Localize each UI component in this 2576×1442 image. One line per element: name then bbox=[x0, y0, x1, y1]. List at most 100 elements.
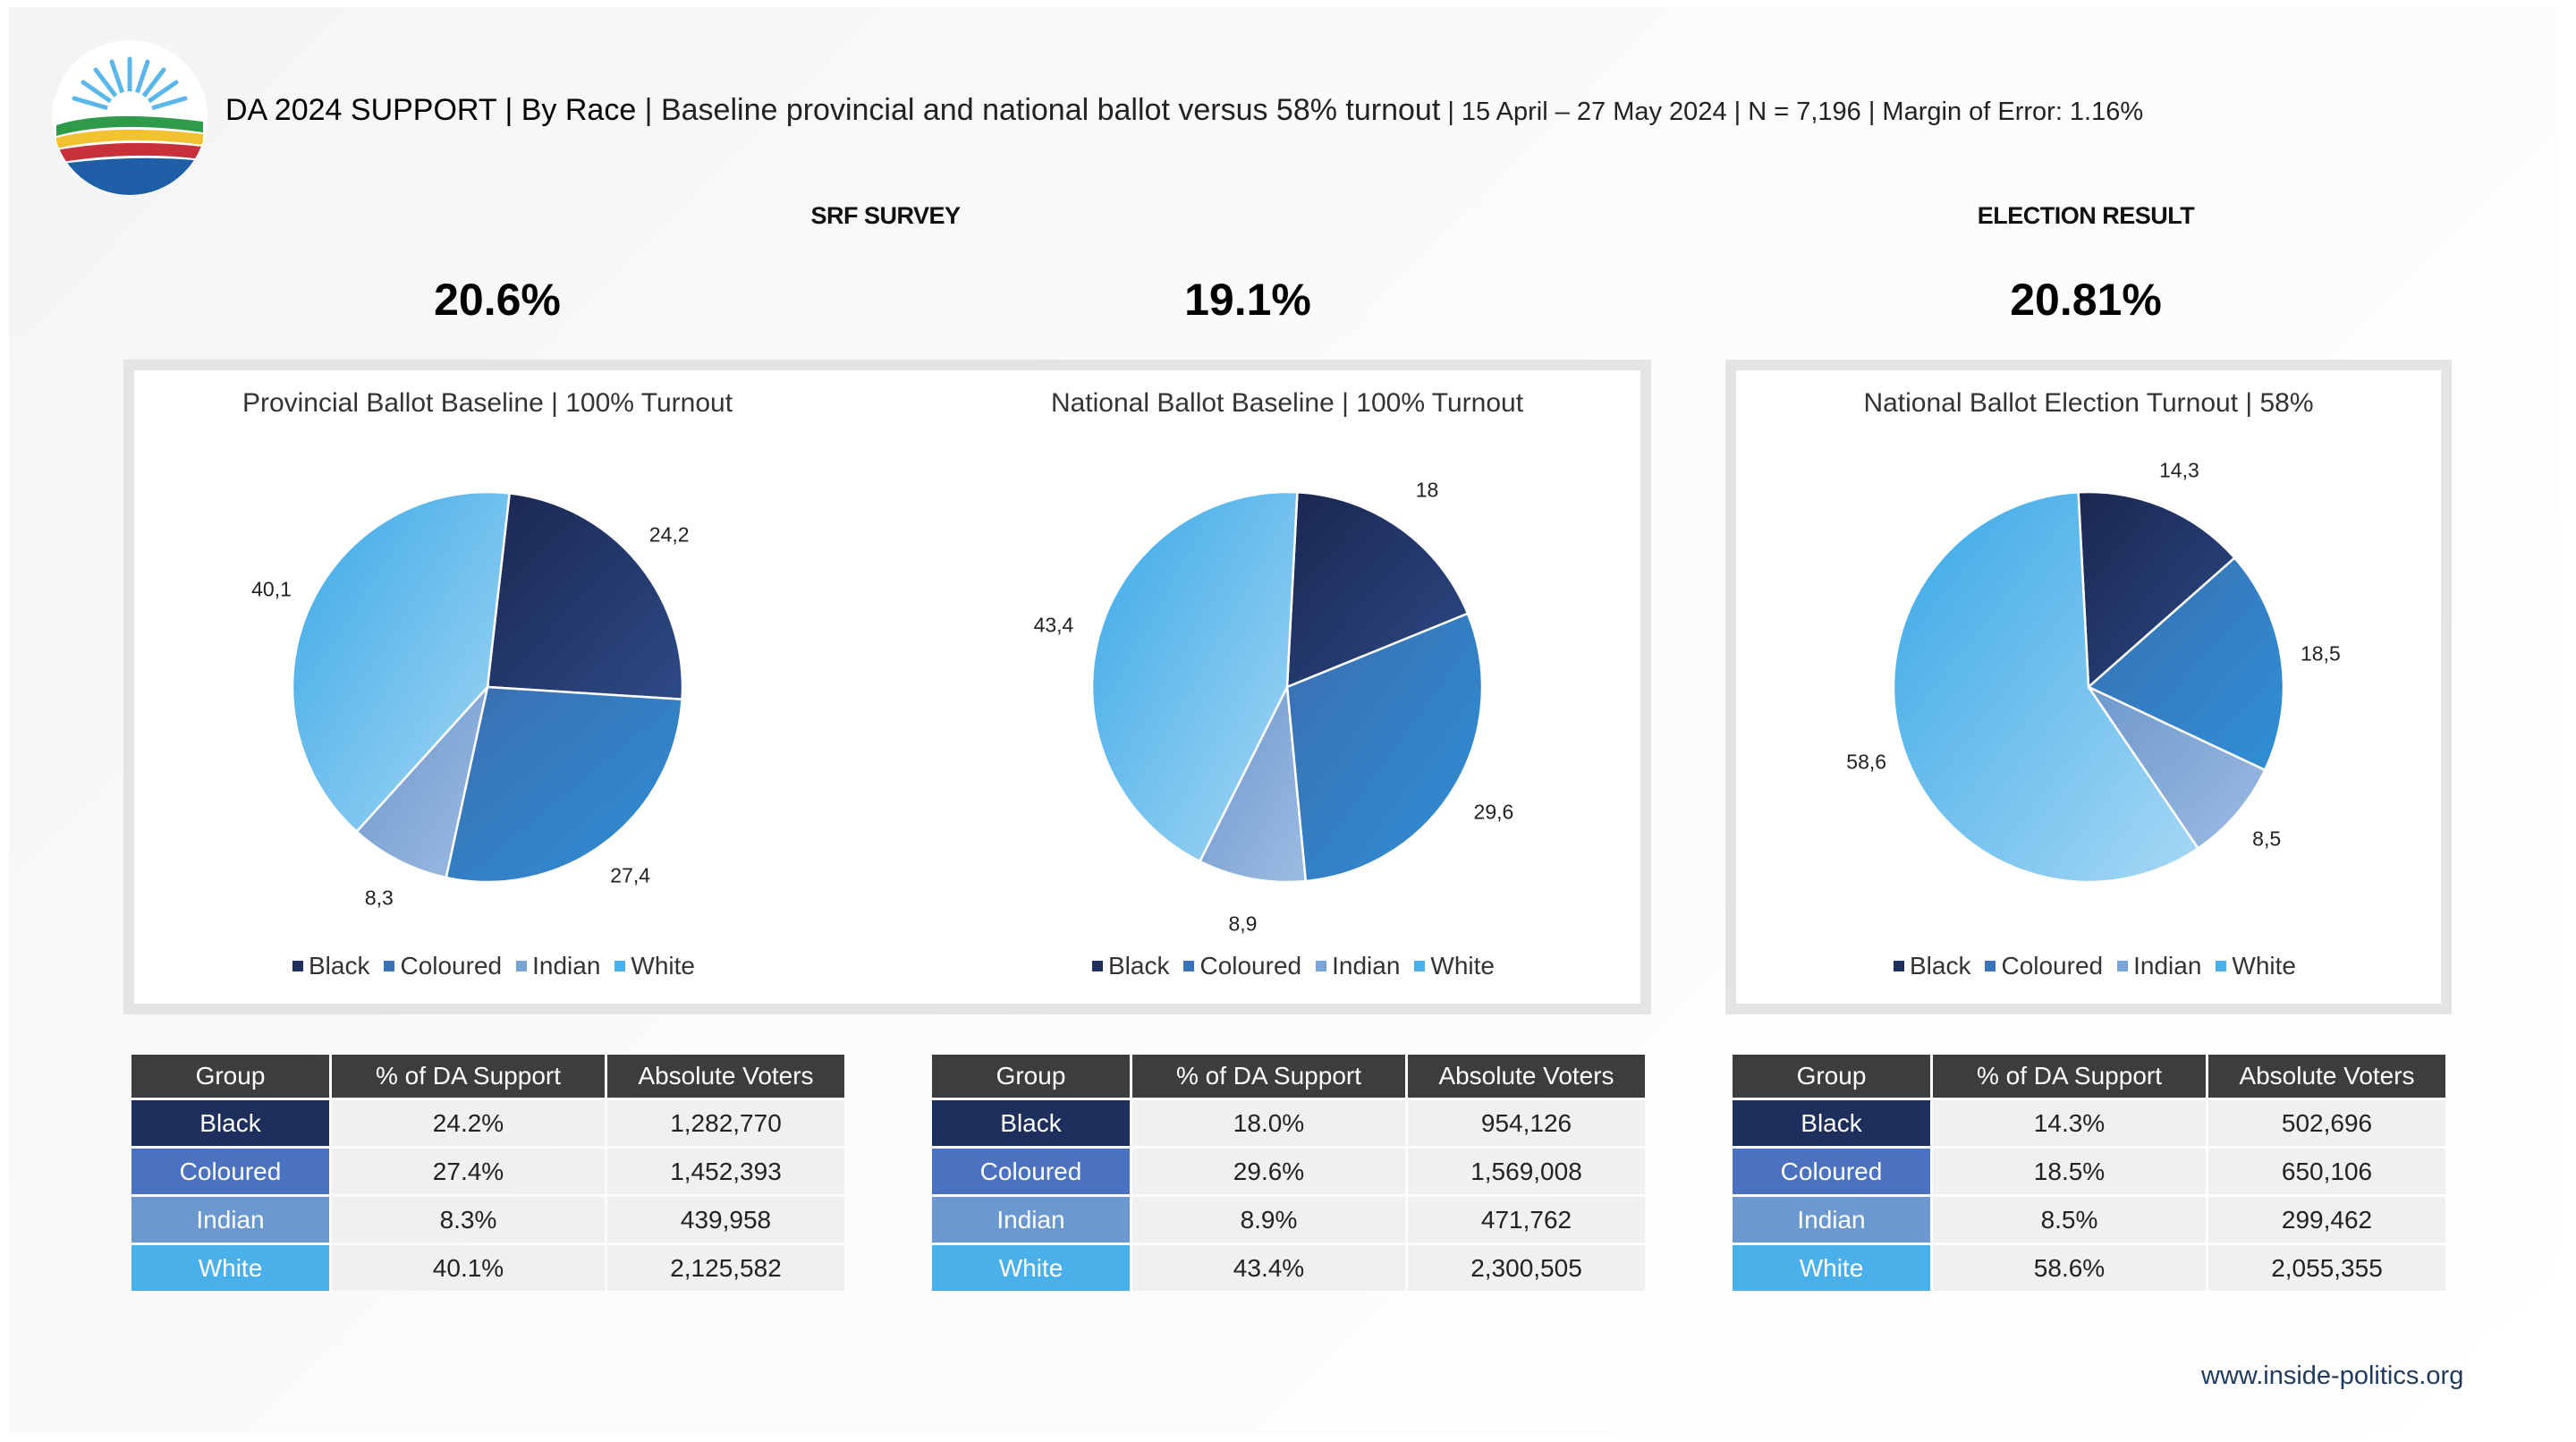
pie-legend: Black Coloured Indian White bbox=[1894, 952, 2296, 980]
table-row: White 43.4% 2,300,505 bbox=[932, 1245, 1645, 1291]
pie-slice-indian bbox=[2085, 683, 2267, 851]
legend-swatch-icon bbox=[292, 961, 303, 971]
group-cell: Indian bbox=[932, 1197, 1130, 1243]
table-header-voters: Absolute Voters bbox=[1408, 1055, 1645, 1098]
pie-slice-white bbox=[1892, 490, 2200, 884]
legend-swatch-icon bbox=[1894, 961, 1904, 971]
pie-data-label-black: 14,3 bbox=[2158, 458, 2199, 482]
footer-website-link[interactable]: www.inside-politics.org bbox=[2201, 1361, 2464, 1390]
legend-swatch-icon bbox=[516, 961, 528, 971]
title-main: DA 2024 SUPPORT | By Race bbox=[225, 93, 637, 127]
table-header-voters: Absolute Voters bbox=[607, 1055, 844, 1098]
support-cell: 43.4% bbox=[1132, 1245, 1405, 1291]
legend-item-white: White bbox=[2216, 952, 2296, 980]
pie-data-label-coloured: 18,5 bbox=[2300, 641, 2341, 666]
table-row: Indian 8.5% 299,462 bbox=[1733, 1197, 2445, 1243]
group-cell: White bbox=[131, 1245, 329, 1291]
support-cell: 58.6% bbox=[1933, 1245, 2206, 1291]
group-cell: Indian bbox=[1733, 1197, 1930, 1243]
pie-data-label-indian: 8,9 bbox=[1228, 912, 1258, 936]
legend-swatch-icon bbox=[1092, 961, 1103, 971]
headline-provincial: 20.6% bbox=[434, 275, 561, 325]
table-header-group: Group bbox=[131, 1055, 329, 1098]
group-cell: White bbox=[1733, 1245, 1930, 1291]
support-cell: 18.0% bbox=[1132, 1100, 1405, 1146]
table-header-group: Group bbox=[1733, 1055, 1930, 1098]
legend-swatch-icon bbox=[1183, 961, 1195, 971]
pie-slice-black bbox=[1285, 490, 1470, 689]
table-row: Coloured 27.4% 1,452,393 bbox=[131, 1149, 844, 1194]
legend-swatch-icon bbox=[2117, 961, 2129, 971]
voters-cell: 2,300,505 bbox=[1408, 1245, 1645, 1291]
support-cell: 8.9% bbox=[1132, 1197, 1405, 1243]
legend-item-coloured: Coloured bbox=[1183, 952, 1301, 980]
legend-label: Indian bbox=[1332, 952, 1401, 980]
pie-data-label-white: 58,6 bbox=[1846, 750, 1887, 773]
support-cell: 40.1% bbox=[332, 1245, 605, 1291]
legend-label: White bbox=[2232, 952, 2296, 980]
legend-item-coloured: Coloured bbox=[1985, 952, 2103, 980]
voters-cell: 299,462 bbox=[2208, 1197, 2445, 1243]
legend-item-black: Black bbox=[292, 952, 369, 980]
table-header-support: % of DA Support bbox=[1933, 1055, 2206, 1098]
pie-slice-coloured bbox=[2086, 556, 2285, 772]
legend-swatch-icon bbox=[1414, 961, 1426, 971]
table-row: Indian 8.3% 439,958 bbox=[131, 1197, 844, 1243]
pie-data-label-black: 18 bbox=[1415, 478, 1439, 502]
group-cell: Coloured bbox=[932, 1149, 1130, 1194]
voters-cell: 1,569,008 bbox=[1408, 1149, 1645, 1194]
pie-data-label-coloured: 29,6 bbox=[1473, 800, 1514, 824]
legend-item-indian: Indian bbox=[2117, 952, 2201, 980]
legend-label: Black bbox=[309, 952, 370, 980]
voters-cell: 471,762 bbox=[1408, 1197, 1645, 1243]
pie-data-label-white: 43,4 bbox=[1033, 613, 1074, 637]
da-logo-icon bbox=[52, 40, 208, 196]
headline-national: 19.1% bbox=[1184, 275, 1311, 325]
title-subtitle: | Baseline provincial and national ballo… bbox=[636, 93, 1441, 127]
data-table-national: Group % of DA Support Absolute Voters Bl… bbox=[929, 1052, 1648, 1294]
legend-label: Black bbox=[1108, 952, 1170, 980]
support-cell: 24.2% bbox=[332, 1100, 605, 1146]
pie-chart bbox=[1090, 490, 1484, 884]
legend-item-white: White bbox=[1414, 952, 1495, 980]
legend-label: Indian bbox=[2133, 952, 2202, 980]
legend-label: White bbox=[631, 952, 695, 980]
legend-label: Black bbox=[1910, 952, 1971, 980]
data-table-election: Group % of DA Support Absolute Voters Bl… bbox=[1730, 1052, 2448, 1294]
section-label-election: ELECTION RESULT bbox=[1977, 202, 2195, 229]
pie-slice-coloured bbox=[445, 685, 683, 884]
pie-slice-coloured bbox=[1285, 612, 1484, 883]
pie-slice-indian bbox=[1198, 683, 1308, 884]
legend-swatch-icon bbox=[384, 961, 395, 971]
table-header-support: % of DA Support bbox=[1132, 1055, 1405, 1098]
pie-legend: Black Coloured Indian White bbox=[292, 952, 695, 980]
support-cell: 8.5% bbox=[1933, 1197, 2206, 1243]
table-header-support: % of DA Support bbox=[332, 1055, 605, 1098]
voters-cell: 2,125,582 bbox=[607, 1245, 844, 1291]
legend-item-coloured: Coloured bbox=[384, 952, 502, 980]
legend-item-indian: Indian bbox=[516, 952, 600, 980]
table-row: Coloured 29.6% 1,569,008 bbox=[932, 1149, 1645, 1194]
legend-label: Coloured bbox=[400, 952, 503, 980]
legend-swatch-icon bbox=[1316, 961, 1327, 971]
pie-legend: Black Coloured Indian White bbox=[1092, 952, 1495, 980]
legend-label: Coloured bbox=[2001, 952, 2104, 980]
pie-slice-indian bbox=[354, 683, 490, 879]
legend-item-black: Black bbox=[1092, 952, 1169, 980]
table-row: Black 24.2% 1,282,770 bbox=[131, 1100, 844, 1146]
group-cell: White bbox=[932, 1245, 1130, 1291]
voters-cell: 954,126 bbox=[1408, 1100, 1645, 1146]
legend-item-indian: Indian bbox=[1316, 952, 1400, 980]
pie-slice-black bbox=[2077, 490, 2237, 690]
section-label-srf: SRF SURVEY bbox=[810, 202, 961, 229]
voters-cell: 439,958 bbox=[607, 1197, 844, 1243]
table-header-group: Group bbox=[932, 1055, 1130, 1098]
group-cell: Coloured bbox=[1733, 1149, 1930, 1194]
voters-cell: 1,282,770 bbox=[607, 1100, 844, 1146]
legend-swatch-icon bbox=[1985, 961, 1996, 971]
pie-slice-white bbox=[1090, 490, 1299, 863]
pie-slice-white bbox=[291, 490, 512, 834]
table-row: Black 18.0% 954,126 bbox=[932, 1100, 1645, 1146]
table-row: Black 14.3% 502,696 bbox=[1733, 1100, 2445, 1146]
pie-title: National Ballot Election Turnout | 58% bbox=[1863, 388, 2314, 418]
